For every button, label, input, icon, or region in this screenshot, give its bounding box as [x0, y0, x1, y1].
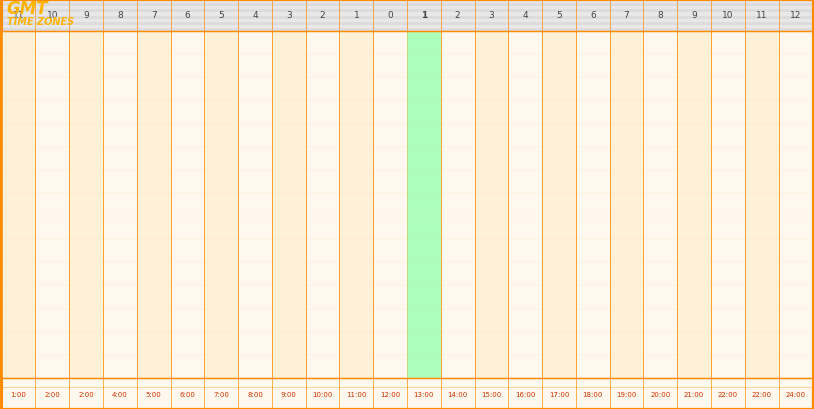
Text: 2:00: 2:00	[78, 392, 94, 398]
Text: 4:00: 4:00	[112, 392, 128, 398]
Bar	[2, 25, 812, 28]
Text: 3: 3	[286, 11, 291, 20]
Bar	[407, 31, 440, 378]
Text: 8: 8	[658, 11, 663, 20]
Text: 6: 6	[185, 11, 190, 20]
Text: 9:00: 9:00	[281, 392, 297, 398]
Text: 0: 0	[387, 11, 393, 20]
Text: 9: 9	[83, 11, 89, 20]
Bar	[643, 31, 677, 378]
Text: 8: 8	[117, 11, 123, 20]
Bar	[2, 9, 812, 12]
Bar	[137, 31, 170, 378]
Text: 6: 6	[590, 11, 596, 20]
Text: 24:00: 24:00	[786, 392, 806, 398]
Text: 21:00: 21:00	[684, 392, 704, 398]
Text: 2: 2	[320, 11, 326, 20]
Bar	[542, 31, 575, 378]
Text: 20:00: 20:00	[650, 392, 671, 398]
Bar	[2, 0, 812, 3]
Text: 1:00: 1:00	[11, 392, 27, 398]
Bar	[339, 31, 373, 378]
Bar	[2, 16, 812, 19]
Text: TIME ZONES: TIME ZONES	[7, 17, 73, 27]
Text: 7: 7	[151, 11, 156, 20]
Text: 8:00: 8:00	[247, 392, 263, 398]
Bar	[2, 31, 35, 378]
Bar	[778, 31, 812, 378]
Bar	[373, 31, 407, 378]
Bar	[2, 0, 812, 31]
Bar	[575, 31, 610, 378]
Bar	[407, 0, 441, 378]
Bar	[35, 31, 69, 378]
Text: 17:00: 17:00	[549, 392, 569, 398]
Bar	[407, 31, 440, 378]
Bar	[475, 31, 508, 378]
Text: 12: 12	[790, 11, 801, 20]
Text: 13:00: 13:00	[414, 392, 434, 398]
Text: GMT: GMT	[7, 0, 48, 18]
Text: 1: 1	[353, 11, 359, 20]
Text: 6:00: 6:00	[179, 392, 195, 398]
Text: 10: 10	[46, 11, 58, 20]
Text: 10:00: 10:00	[313, 392, 333, 398]
Text: 11: 11	[756, 11, 768, 20]
Bar	[2, 378, 812, 408]
Bar	[103, 31, 137, 378]
Text: 15:00: 15:00	[481, 392, 501, 398]
Bar	[2, 6, 812, 9]
Bar	[745, 31, 778, 378]
Bar	[305, 31, 339, 378]
Text: 7: 7	[624, 11, 629, 20]
Text: 11: 11	[13, 11, 24, 20]
Bar	[610, 31, 643, 378]
Text: 10: 10	[722, 11, 733, 20]
Bar	[69, 31, 103, 378]
Bar	[440, 31, 475, 378]
Bar	[2, 22, 812, 25]
Text: 9: 9	[691, 11, 697, 20]
Text: 19:00: 19:00	[616, 392, 637, 398]
Bar	[2, 12, 812, 16]
Text: 2:00: 2:00	[45, 392, 60, 398]
Text: 7:00: 7:00	[213, 392, 230, 398]
Bar	[170, 31, 204, 378]
Text: 5: 5	[218, 11, 224, 20]
Text: 4: 4	[523, 11, 528, 20]
Text: 5:00: 5:00	[146, 392, 161, 398]
Bar	[677, 31, 711, 378]
Text: 12:00: 12:00	[380, 392, 400, 398]
Text: 11:00: 11:00	[346, 392, 366, 398]
Text: 5: 5	[556, 11, 562, 20]
Text: 3: 3	[488, 11, 494, 20]
Bar	[711, 31, 745, 378]
Text: 18:00: 18:00	[583, 392, 603, 398]
Text: 4: 4	[252, 11, 258, 20]
Bar	[2, 3, 812, 6]
Bar	[2, 28, 812, 31]
Text: 14:00: 14:00	[448, 392, 468, 398]
Bar	[238, 31, 272, 378]
Text: 1: 1	[421, 11, 427, 20]
Text: 2: 2	[455, 11, 461, 20]
Bar	[204, 31, 238, 378]
Bar	[508, 31, 542, 378]
Bar	[2, 19, 812, 22]
Bar	[272, 31, 305, 378]
Text: 22:00: 22:00	[751, 392, 772, 398]
Text: 16:00: 16:00	[515, 392, 536, 398]
Text: 22:00: 22:00	[718, 392, 738, 398]
